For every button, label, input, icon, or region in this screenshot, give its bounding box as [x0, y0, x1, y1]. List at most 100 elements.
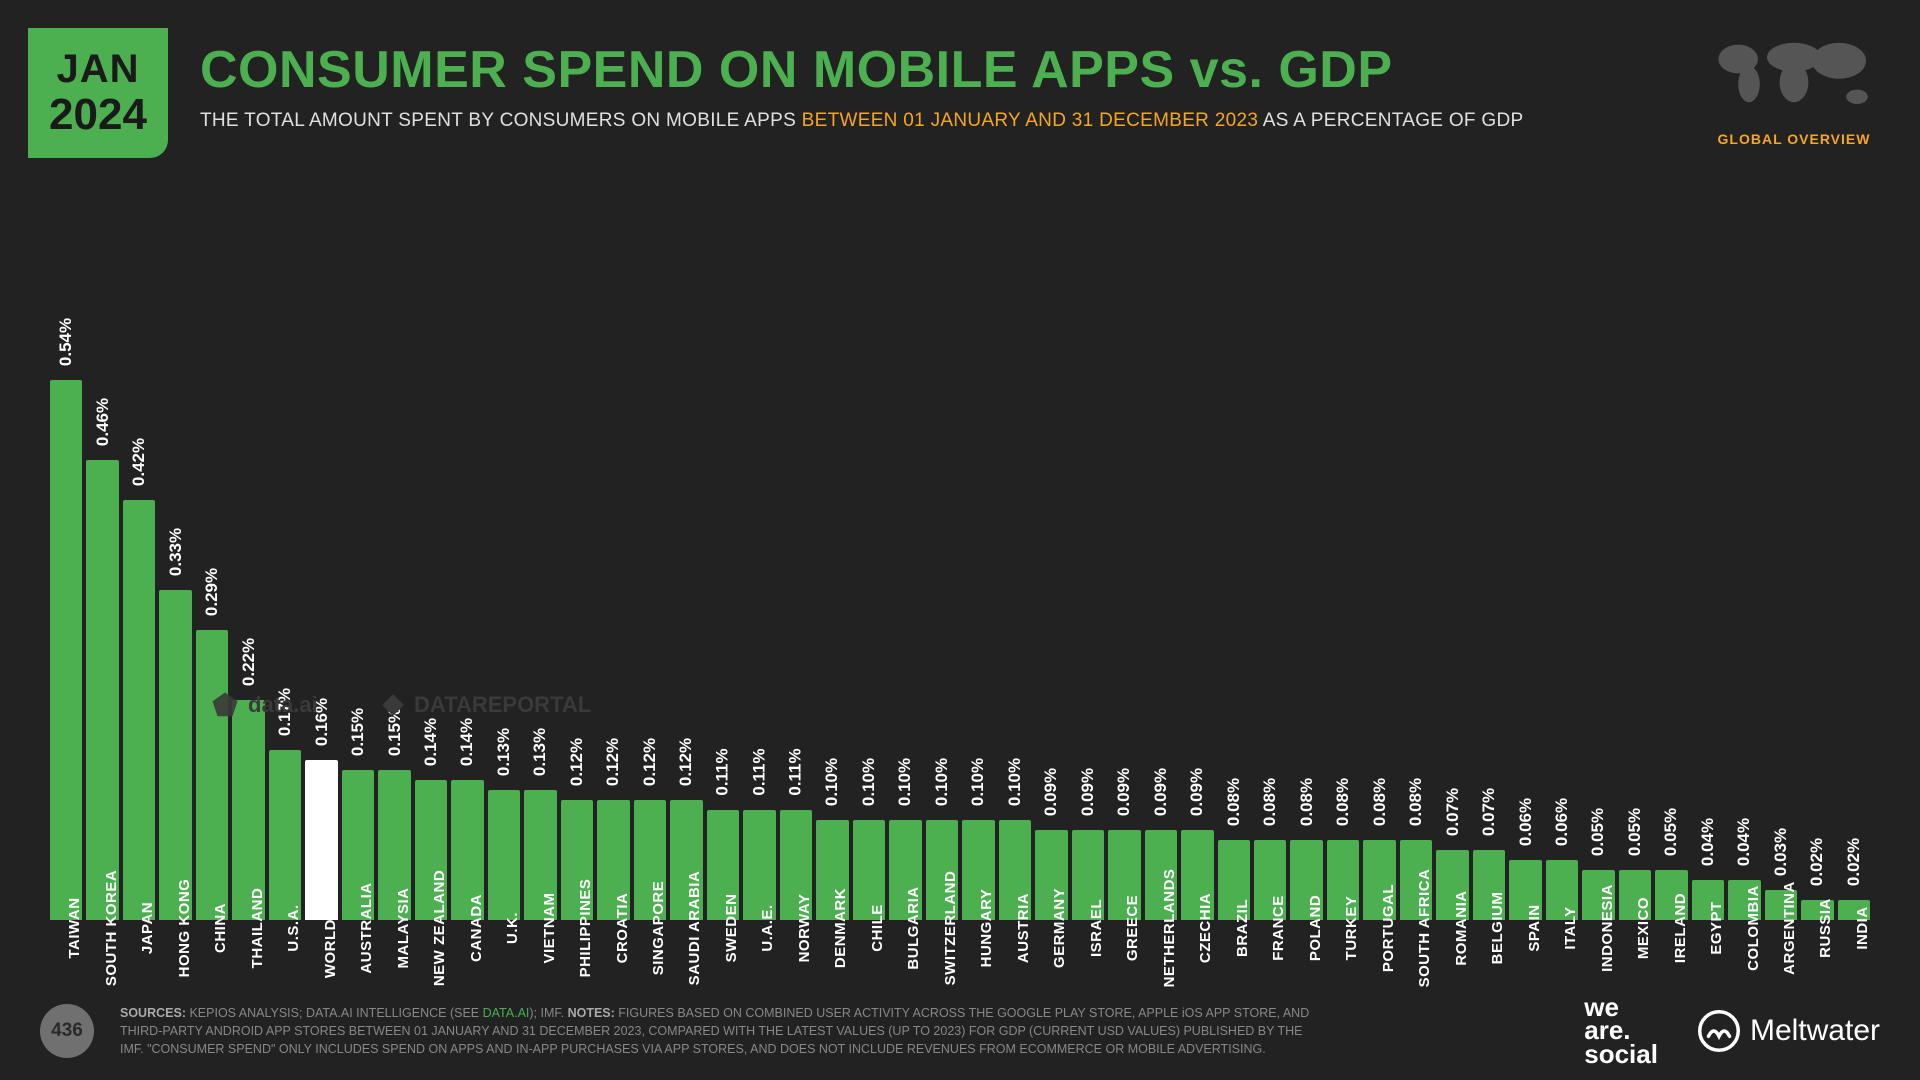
bar-label: INDIA: [1854, 906, 1871, 949]
bar-value: 0.07%: [1443, 788, 1463, 836]
bar-col: 0.10%DENMARK: [816, 820, 848, 920]
bar-value: 0.17%: [275, 688, 295, 736]
bar-label: TAIWAN: [66, 897, 83, 958]
bar-col: 0.14%CANADA: [451, 780, 483, 920]
bar-value: 0.42%: [129, 438, 149, 486]
bar-col: 0.12%SINGAPORE: [634, 800, 666, 920]
bar-col: 0.09%CZECHIA: [1181, 830, 1213, 920]
bar-label: BRAZIL: [1234, 899, 1251, 957]
bar-col: 0.42%JAPAN: [123, 500, 155, 920]
footer: 436 SOURCES: KEPIOS ANALYSIS; DATA.AI IN…: [0, 996, 1920, 1066]
bar-label: CHINA: [212, 903, 229, 953]
bar-value: 0.05%: [1625, 808, 1645, 856]
bar: [488, 790, 520, 920]
bar-col: 0.22%THAILAND: [232, 700, 264, 920]
bar-col: 0.08%POLAND: [1290, 840, 1322, 920]
bar-value: 0.10%: [1005, 758, 1025, 806]
bar-col: 0.12%CROATIA: [597, 800, 629, 920]
bar-label: SINGAPORE: [650, 881, 667, 976]
badge-year: 2024: [49, 93, 147, 137]
bar-label: IRELAND: [1672, 893, 1689, 963]
bar-col: 0.11%NORWAY: [780, 810, 812, 920]
bar-col: 0.29%CHINA: [196, 630, 228, 920]
bar-chart: 0.54%TAIWAN0.46%SOUTH KOREA0.42%JAPAN0.3…: [48, 260, 1872, 920]
bar-value: 0.46%: [93, 398, 113, 446]
bar-col: 0.54%TAIWAN: [50, 380, 82, 920]
bar-label: SWITZERLAND: [942, 871, 959, 986]
bar-col: 0.16%WORLDWIDE: [305, 760, 337, 920]
bar-value: 0.08%: [1297, 778, 1317, 826]
meltwater-logo: Meltwater: [1698, 1010, 1880, 1052]
bar-value: 0.06%: [1516, 798, 1536, 846]
bar-value: 0.10%: [932, 758, 952, 806]
bar-label: JAPAN: [139, 902, 156, 954]
date-badge: JAN 2024: [28, 28, 168, 158]
bar-col: 0.10%HUNGARY: [962, 820, 994, 920]
bar-col: 0.05%INDONESIA: [1582, 870, 1614, 920]
wearesocial-logo: we are. social: [1584, 996, 1658, 1066]
bar-col: 0.17%U.S.A.: [269, 750, 301, 920]
bar-value: 0.13%: [531, 728, 551, 776]
bar-col: 0.14%NEW ZEALAND: [415, 780, 447, 920]
bar-label: U.S.A.: [285, 904, 302, 951]
bar-col: 0.10%BULGARIA: [889, 820, 921, 920]
bar-col: 0.08%TURKEY: [1327, 840, 1359, 920]
bar-col: 0.04%EGYPT: [1692, 880, 1724, 920]
bar-col: 0.07%ROMANIA: [1436, 850, 1468, 920]
bar-value: 0.33%: [166, 528, 186, 576]
overview-label: GLOBAL OVERVIEW: [1704, 131, 1884, 147]
bar-value: 0.13%: [494, 728, 514, 776]
bar-value: 0.09%: [1114, 768, 1134, 816]
bar-col: 0.08%BRAZIL: [1218, 840, 1250, 920]
bar-label: TURKEY: [1343, 896, 1360, 961]
bar-label: PHILIPPINES: [577, 879, 594, 978]
notes-label: NOTES:: [568, 1006, 615, 1020]
bar-value: 0.05%: [1662, 808, 1682, 856]
bar-value: 0.15%: [348, 708, 368, 756]
brand-block: we are. social Meltwater: [1584, 996, 1880, 1066]
bar-value: 0.11%: [786, 748, 806, 795]
bar-label: CZECHIA: [1197, 893, 1214, 963]
bar-value: 0.22%: [239, 638, 259, 686]
bar-col: 0.03%ARGENTINA: [1765, 890, 1797, 920]
subtitle-post: AS A PERCENTAGE OF GDP: [1258, 110, 1523, 131]
bar-col: 0.10%SWITZERLAND: [926, 820, 958, 920]
bar-value: 0.09%: [1041, 768, 1061, 816]
bar-value: 0.11%: [713, 748, 733, 795]
bar-col: 0.09%NETHERLANDS: [1145, 830, 1177, 920]
bar-label: EGYPT: [1708, 901, 1725, 954]
bar-label: RUSSIA: [1817, 898, 1834, 958]
bar-col: 0.13%VIETNAM: [524, 790, 556, 920]
bar-value: 0.09%: [1187, 768, 1207, 816]
bar-label: FRANCE: [1270, 895, 1287, 961]
bar-value: 0.12%: [567, 738, 587, 786]
bar-col: 0.09%GREECE: [1108, 830, 1140, 920]
bar-value: 0.04%: [1698, 818, 1718, 866]
bar-value: 0.14%: [458, 718, 478, 766]
bar: [159, 590, 191, 920]
bar-label: HONG KONG: [176, 879, 193, 978]
bar-label: NORWAY: [796, 894, 813, 963]
bar: [123, 500, 155, 920]
bar-label: NEW ZEALAND: [431, 870, 448, 986]
bar-col: 0.13%U.K.: [488, 790, 520, 920]
bar-col: 0.09%GERMANY: [1035, 830, 1067, 920]
bar-value: 0.08%: [1370, 778, 1390, 826]
bar-label: INDONESIA: [1599, 884, 1616, 972]
bar-label: DENMARK: [832, 888, 849, 968]
bar-col: 0.33%HONG KONG: [159, 590, 191, 920]
page-title: CONSUMER SPEND ON MOBILE APPS vs. GDP: [200, 40, 1660, 100]
dataai-link: DATA.AI: [483, 1006, 530, 1020]
bar-label: WORLDWIDE: [322, 878, 339, 978]
bar-col: 0.10%AUSTRIA: [999, 820, 1031, 920]
bar-col: 0.46%SOUTH KOREA: [86, 460, 118, 920]
bar-value: 0.08%: [1406, 778, 1426, 826]
bar-value: 0.02%: [1844, 838, 1864, 886]
bar-label: MALAYSIA: [395, 888, 412, 969]
bar-label: ITALY: [1562, 906, 1579, 949]
subtitle-accent: BETWEEN 01 JANUARY AND 31 DECEMBER 2023: [802, 110, 1259, 131]
bar-col: 0.05%IRELAND: [1655, 870, 1687, 920]
subtitle-pre: THE TOTAL AMOUNT SPENT BY CONSUMERS ON M…: [200, 110, 802, 131]
bar-label: CHILE: [869, 904, 886, 952]
bar-col: 0.08%FRANCE: [1254, 840, 1286, 920]
